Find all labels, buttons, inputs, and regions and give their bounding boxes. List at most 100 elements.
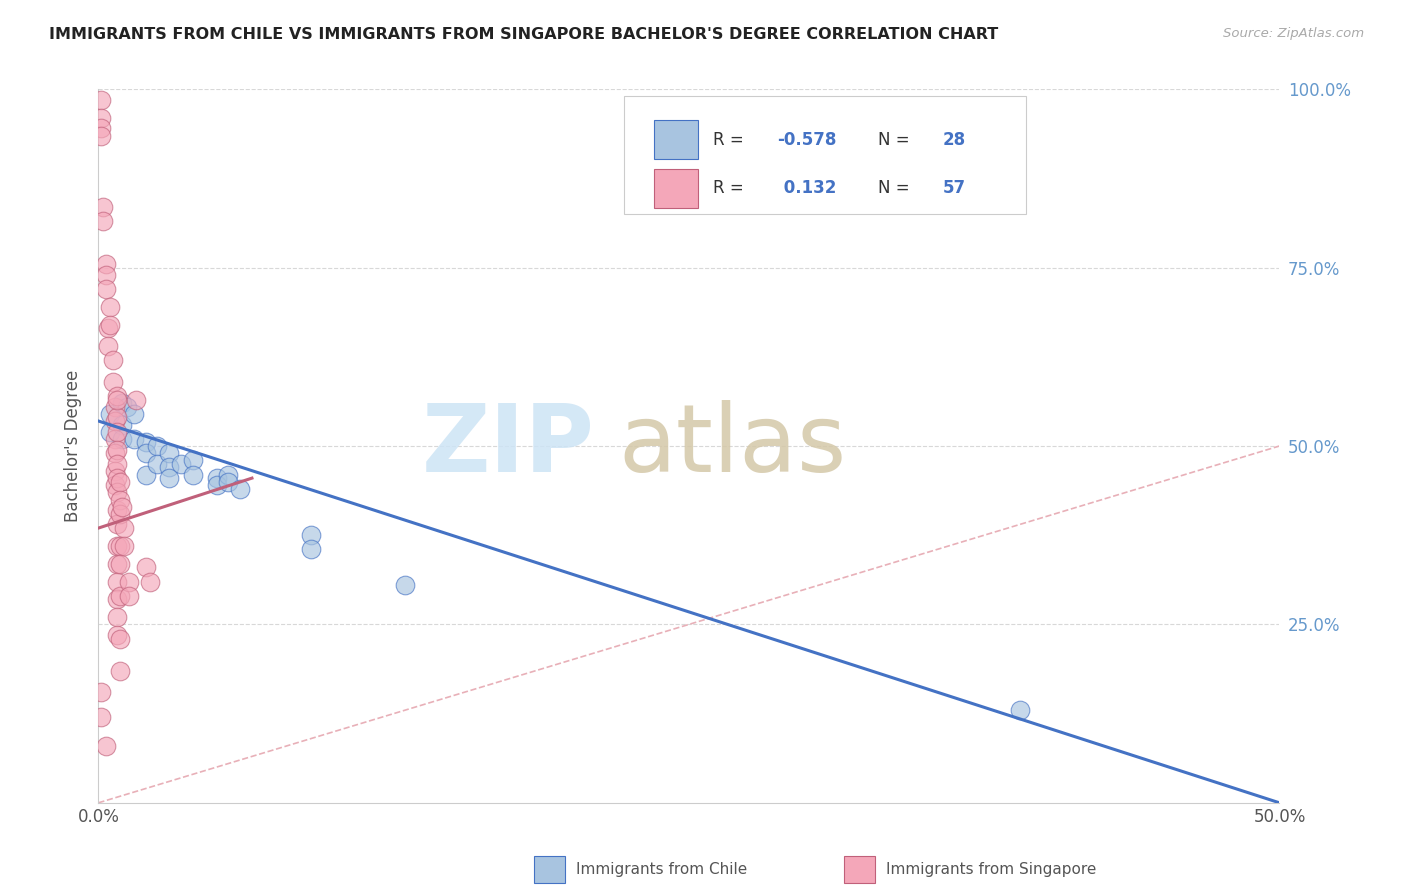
Point xyxy=(205,471,228,485)
Point xyxy=(146,439,169,453)
Point xyxy=(146,457,169,471)
Text: -0.578: -0.578 xyxy=(778,131,837,149)
Point xyxy=(108,632,131,646)
Point xyxy=(105,574,128,589)
FancyBboxPatch shape xyxy=(654,169,699,208)
Point xyxy=(98,300,121,314)
Text: ZIP: ZIP xyxy=(422,400,595,492)
Point xyxy=(98,425,121,439)
Point xyxy=(181,467,204,482)
Point xyxy=(94,282,117,296)
Point xyxy=(105,392,128,407)
Point xyxy=(157,446,180,460)
Point xyxy=(101,375,124,389)
FancyBboxPatch shape xyxy=(624,96,1025,214)
Point xyxy=(139,574,162,589)
Text: N =: N = xyxy=(877,131,915,149)
Point xyxy=(91,214,114,228)
Point xyxy=(90,121,112,136)
Point xyxy=(205,478,228,492)
Point xyxy=(108,492,131,507)
Point xyxy=(170,457,193,471)
Point xyxy=(105,610,128,624)
Text: Immigrants from Singapore: Immigrants from Singapore xyxy=(886,863,1097,877)
Point xyxy=(105,389,128,403)
Point xyxy=(111,500,134,514)
Point xyxy=(105,592,128,607)
Point xyxy=(217,475,239,489)
Text: R =: R = xyxy=(713,179,748,197)
Point xyxy=(111,432,134,446)
Point xyxy=(101,353,124,368)
Point xyxy=(135,560,157,574)
Point xyxy=(104,432,127,446)
Point xyxy=(111,396,134,410)
Point xyxy=(108,664,131,678)
FancyBboxPatch shape xyxy=(654,120,699,160)
Text: 57: 57 xyxy=(943,179,966,197)
Text: Source: ZipAtlas.com: Source: ZipAtlas.com xyxy=(1223,27,1364,40)
Point xyxy=(181,453,204,467)
Point xyxy=(94,257,117,271)
Text: IMMIGRANTS FROM CHILE VS IMMIGRANTS FROM SINGAPORE BACHELOR'S DEGREE CORRELATION: IMMIGRANTS FROM CHILE VS IMMIGRANTS FROM… xyxy=(49,27,998,42)
Point xyxy=(299,528,322,542)
Point xyxy=(299,542,322,557)
Point xyxy=(108,539,131,553)
Text: atlas: atlas xyxy=(619,400,846,492)
Point xyxy=(90,111,112,125)
Point xyxy=(108,475,131,489)
Point xyxy=(135,446,157,460)
Point xyxy=(104,400,127,414)
Point xyxy=(105,503,128,517)
Point xyxy=(118,589,141,603)
Point xyxy=(112,521,135,535)
Point xyxy=(105,471,128,485)
Point xyxy=(108,507,131,521)
Point xyxy=(105,457,128,471)
Point xyxy=(122,407,145,421)
Text: 0.132: 0.132 xyxy=(778,179,837,197)
Point xyxy=(1008,703,1031,717)
Point xyxy=(98,318,121,332)
Point xyxy=(105,557,128,571)
Point xyxy=(135,467,157,482)
Point xyxy=(394,578,416,592)
Point xyxy=(157,460,180,475)
Point xyxy=(105,410,128,425)
Point xyxy=(94,739,117,753)
Point xyxy=(97,339,120,353)
Point xyxy=(105,442,128,457)
Text: N =: N = xyxy=(877,179,915,197)
Point xyxy=(90,128,112,143)
Point xyxy=(115,400,138,414)
Point xyxy=(98,407,121,421)
Point xyxy=(108,557,131,571)
Point xyxy=(105,517,128,532)
Point xyxy=(112,539,135,553)
Point xyxy=(105,539,128,553)
Point xyxy=(108,589,131,603)
Point xyxy=(97,321,120,335)
Point xyxy=(90,710,112,724)
Point xyxy=(90,93,112,107)
Point xyxy=(90,685,112,699)
Point xyxy=(122,432,145,446)
Text: R =: R = xyxy=(713,131,748,149)
Point xyxy=(104,464,127,478)
Point xyxy=(105,485,128,500)
Point xyxy=(94,268,117,282)
Text: Immigrants from Chile: Immigrants from Chile xyxy=(576,863,748,877)
Text: 28: 28 xyxy=(943,131,966,149)
Point xyxy=(104,478,127,492)
Point xyxy=(111,417,134,432)
Point xyxy=(118,574,141,589)
Point xyxy=(157,471,180,485)
Point xyxy=(104,446,127,460)
Y-axis label: Bachelor's Degree: Bachelor's Degree xyxy=(65,370,83,522)
Point xyxy=(217,467,239,482)
Point xyxy=(105,628,128,642)
Point xyxy=(105,425,128,439)
Point xyxy=(135,435,157,450)
Point xyxy=(91,200,114,214)
Point xyxy=(104,414,127,428)
